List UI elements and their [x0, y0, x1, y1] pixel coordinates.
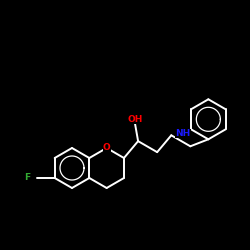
- Text: O: O: [103, 144, 110, 152]
- Text: F: F: [24, 174, 31, 182]
- Text: NH: NH: [175, 129, 190, 138]
- Text: OH: OH: [127, 115, 143, 124]
